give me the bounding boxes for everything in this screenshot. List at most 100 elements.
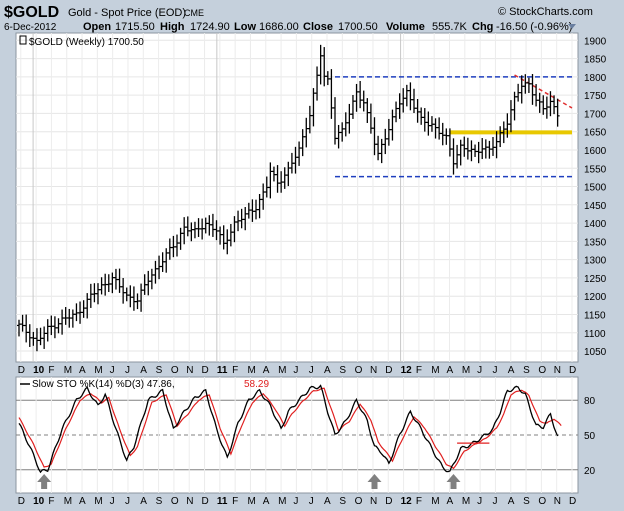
exchange: CME	[184, 8, 204, 18]
stochastic-x-axis: D 10 F M A M J J A S O N D 11 F M A M J J A S O N D 12 F M A M J J A S O N D	[18, 496, 576, 507]
price-x-tick-label: D	[385, 365, 392, 376]
stochastic-x-tick-label: O	[538, 496, 546, 507]
stochastic-y-tick-label: 80	[584, 396, 596, 407]
stochastic-lines	[18, 384, 562, 474]
stochastic-x-tick-label: J	[110, 496, 115, 507]
stochastic-x-tick-label: M	[64, 496, 72, 507]
stochastic-x-tick-label: J	[293, 496, 298, 507]
stochastic-x-tick-label: M	[94, 496, 102, 507]
price-x-tick-label: N	[370, 365, 377, 376]
stochastic-x-tick-label: D	[385, 496, 392, 507]
price-x-tick-label: A	[324, 365, 331, 376]
price-levels	[335, 74, 573, 178]
low-label: Low	[234, 21, 256, 33]
stochastic-x-tick-label: A	[324, 496, 331, 507]
stochastic-panel: 80 50 20 Slow STO %K(14) %D(3) 47.86, 58.2…	[15, 376, 596, 494]
stochastic-x-tick-label: A	[79, 496, 86, 507]
price-x-tick-label: A	[79, 365, 86, 376]
price-y-tick-label: 1550	[584, 164, 607, 175]
stochastic-y-tick-label: 50	[584, 431, 596, 442]
stochastic-x-tick-label: M	[431, 496, 439, 507]
stochastic-x-tick-label: A	[508, 496, 515, 507]
price-x-tick-label: O	[171, 365, 179, 376]
price-y-tick-label: 1200	[584, 292, 607, 303]
price-y-tick-label: 1500	[584, 183, 607, 194]
price-x-tick-label: S	[156, 365, 163, 376]
price-x-tick-label: A	[263, 365, 270, 376]
price-x-tick-label: M	[431, 365, 439, 376]
price-x-tick-label: D	[202, 365, 209, 376]
price-x-tick-label: J	[492, 365, 497, 376]
price-y-tick-label: 1850	[584, 55, 607, 66]
stochastic-y-axis: 80 50 20	[584, 396, 596, 477]
description: Gold - Spot Price (EOD)	[68, 7, 186, 19]
volume-label: Volume	[386, 21, 425, 33]
stochastic-x-tick-label: F	[416, 496, 422, 507]
signal-up-arrow-icon	[367, 474, 382, 489]
open-value: 1715.50	[115, 21, 155, 33]
stochastic-x-tick-label: J	[492, 496, 497, 507]
stochastic-x-tick-label: M	[278, 496, 286, 507]
price-y-tick-label: 1750	[584, 91, 607, 102]
high-label: High	[160, 21, 185, 33]
volume-value: 555.7K	[432, 21, 468, 33]
price-x-tick-label: F	[416, 365, 422, 376]
price-legend: $GOLD (Weekly) 1700.50	[19, 35, 144, 48]
stochastic-x-tick-label: J	[125, 496, 130, 507]
price-legend-text: $GOLD (Weekly) 1700.50	[29, 37, 144, 48]
stochastic-x-tick-label: F	[232, 496, 238, 507]
legend-ohlc-icon	[19, 35, 27, 45]
price-grid	[16, 33, 578, 362]
price-y-tick-label: 1300	[584, 256, 607, 267]
price-x-tick-label: S	[523, 365, 530, 376]
stochastic-x-tick-label: D	[18, 496, 25, 507]
price-x-tick-label: J	[477, 365, 482, 376]
stochastic-x-tick-label: 11	[217, 496, 228, 507]
price-y-axis: 1900 1850 1800 1750 1700 1650 1600 1550 1500 1450…	[584, 36, 607, 358]
chg-value: -16.50 (-0.96%)	[496, 21, 572, 33]
price-x-tick-label: J	[125, 365, 130, 376]
price-x-tick-label: J	[110, 365, 115, 376]
high-value: 1724.90	[190, 21, 230, 33]
price-panel: 1900 1850 1800 1750 1700 1650 1600 1550 1500 1450…	[15, 32, 607, 363]
price-y-tick-label: 1250	[584, 274, 607, 285]
stochastic-x-tick-label: M	[247, 496, 255, 507]
stochastic-d-line	[18, 387, 562, 470]
stochastic-x-tick-label: D	[202, 496, 209, 507]
low-value: 1686.00	[259, 21, 299, 33]
stochastic-x-tick-label: 12	[401, 496, 413, 507]
price-x-tick-label: A	[447, 365, 454, 376]
price-y-tick-label: 1600	[584, 146, 607, 157]
price-x-tick-label: F	[48, 365, 54, 376]
price-x-tick-label: F	[232, 365, 238, 376]
dropdown-arrow-icon[interactable]	[568, 24, 576, 29]
price-x-tick-label: S	[339, 365, 346, 376]
close-label: Close	[303, 21, 333, 33]
stochastic-x-tick-label: O	[355, 496, 363, 507]
stochastic-x-tick-label: A	[447, 496, 454, 507]
stochastic-y-tick-label: 20	[584, 466, 596, 477]
stochastic-x-tick-label: D	[569, 496, 576, 507]
stochastic-x-tick-label: J	[309, 496, 314, 507]
stochastic-x-tick-label: 10	[33, 496, 45, 507]
price-y-tick-label: 1700	[584, 109, 607, 120]
price-x-tick-label: M	[247, 365, 255, 376]
price-x-axis: D 10 F M A M J J A S O N D 11 F M A M J J A S O N D 12 F M A M J J A S O N D	[18, 365, 576, 376]
price-x-tick-label: N	[186, 365, 193, 376]
symbol: $GOLD	[4, 4, 59, 21]
price-y-tick-label: 1450	[584, 201, 607, 212]
stochastic-legend-text: Slow STO %K(14) %D(3) 47.86,	[32, 379, 175, 390]
signal-up-arrow-icon	[37, 474, 52, 489]
price-x-tick-label: 11	[217, 365, 228, 376]
price-bars	[17, 44, 560, 352]
price-y-tick-label: 1400	[584, 219, 607, 230]
price-x-tick-label: O	[538, 365, 546, 376]
stochastic-x-tick-label: S	[339, 496, 346, 507]
price-x-tick-label: D	[18, 365, 25, 376]
stochastic-x-tick-label: O	[171, 496, 179, 507]
price-y-tick-label: 1650	[584, 128, 607, 139]
signal-up-arrow-icon	[446, 474, 461, 489]
price-x-tick-label: A	[140, 365, 147, 376]
